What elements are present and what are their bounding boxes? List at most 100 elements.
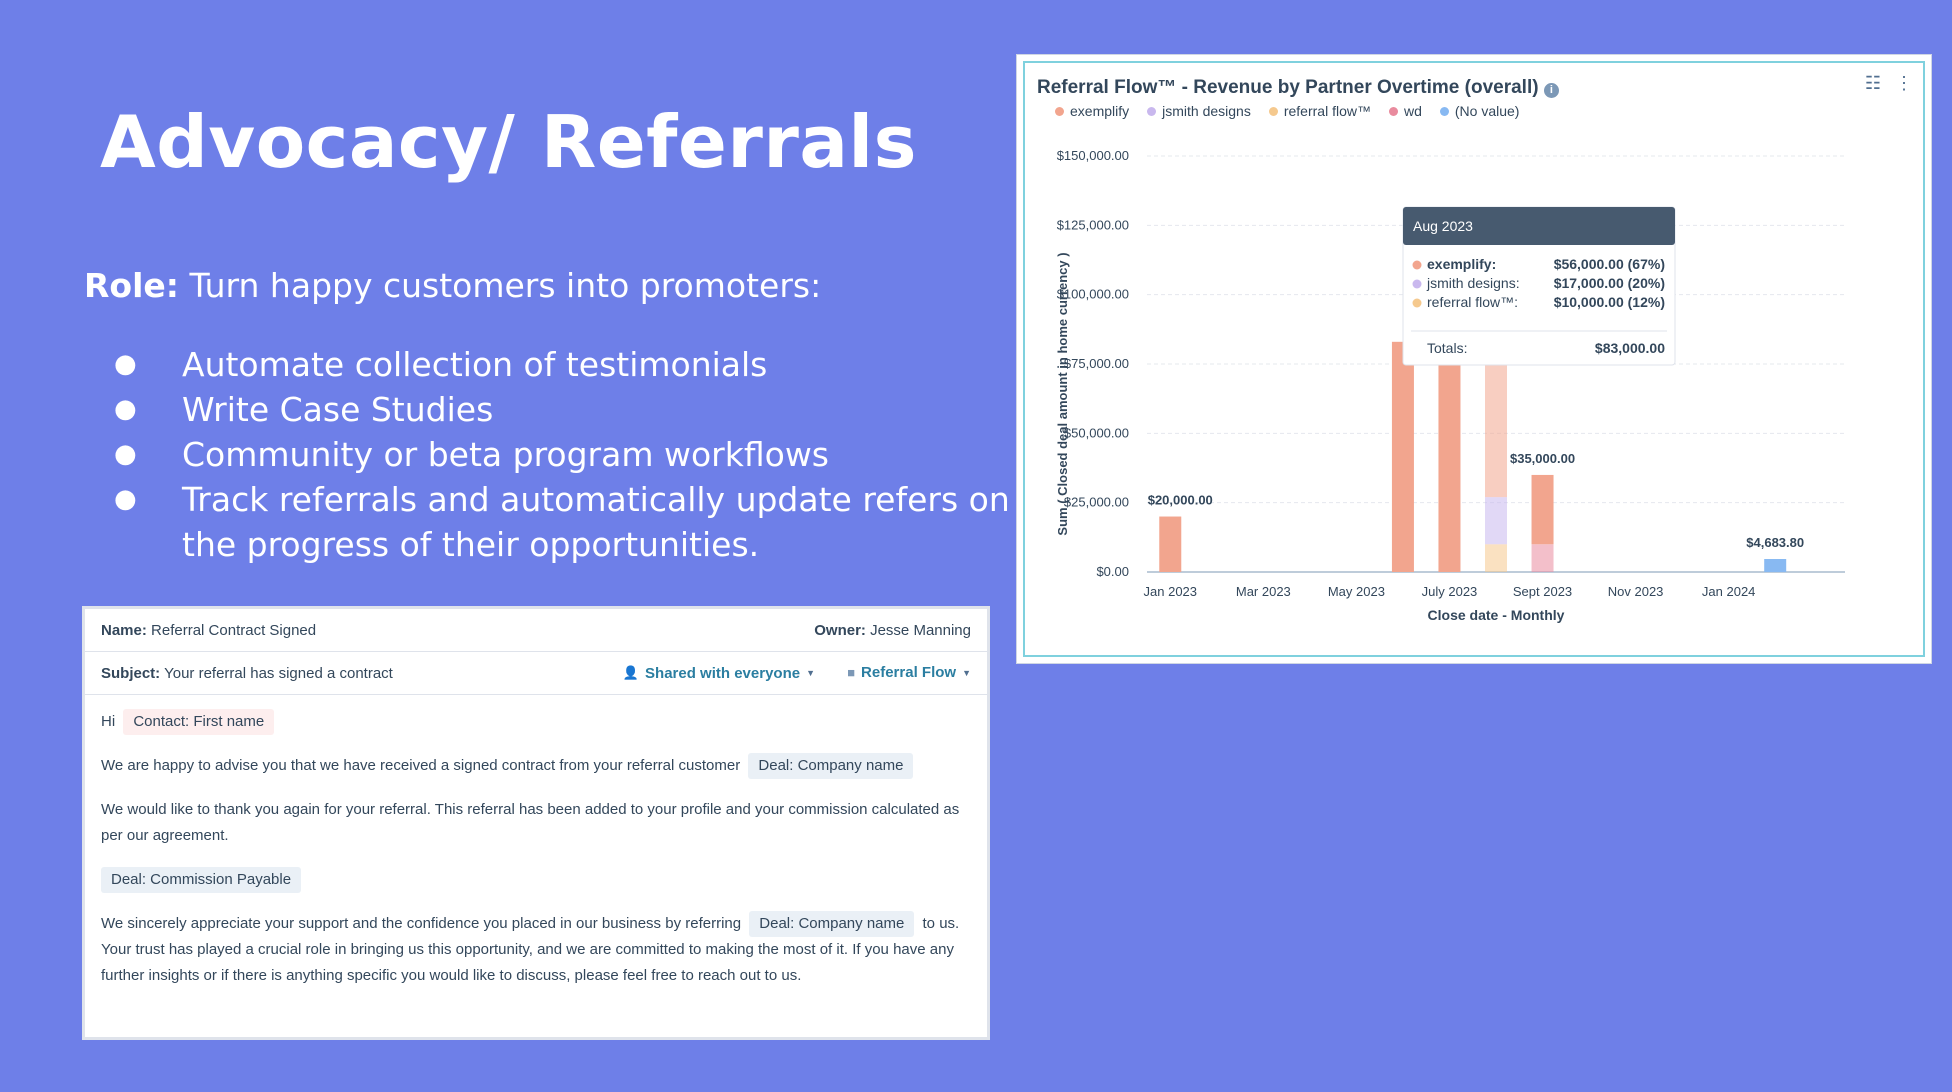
bullet-text: Automate collection of testimonials — [182, 345, 768, 384]
y-tick-label: $50,000.00 — [1064, 425, 1129, 440]
bar-segment — [1485, 497, 1507, 545]
folder-dropdown[interactable]: ■ Referral Flow ▼ — [847, 664, 971, 681]
y-tick-label: $25,000.00 — [1064, 495, 1129, 510]
y-axis-label: Sum ( Closed deal amount in home currenc… — [1055, 252, 1070, 535]
data-label: $35,000.00 — [1510, 451, 1575, 466]
name-label: Name: — [101, 621, 147, 639]
tooltip-swatch — [1412, 279, 1422, 289]
x-tick-label: Sept 2023 — [1513, 584, 1572, 599]
tooltip-value: $17,000.00 (20%) — [1554, 275, 1665, 291]
tooltip-totals-value: $83,000.00 — [1595, 340, 1665, 356]
filter-icon[interactable]: ☷ — [1864, 73, 1881, 93]
legend-swatch — [1388, 106, 1398, 116]
email-body[interactable]: Hi Contact: First name We are happy to a… — [85, 695, 987, 1021]
bullet-text: Track referrals and automatically update… — [182, 480, 1010, 564]
legend-item[interactable]: exemplify — [1055, 103, 1129, 119]
email-template-card: Name: Referral Contract Signed Owner: Je… — [82, 606, 990, 1040]
y-tick-label: $125,000.00 — [1057, 217, 1129, 232]
paragraph-2: We would like to thank you again for you… — [101, 801, 960, 844]
token-company-name[interactable]: Deal: Company name — [748, 753, 914, 779]
greeting: Hi — [101, 713, 116, 730]
chart-tools: ☷ ⋮ — [1865, 73, 1913, 94]
tooltip-swatch — [1412, 298, 1422, 308]
bar-segment — [1764, 559, 1787, 572]
chart-svg: $0.00 $25,000.00 $50,000.00 $75,000.00 $100,… — [1055, 148, 1845, 623]
folder-label: Referral Flow — [861, 664, 957, 682]
chart-title: Referral Flow™ - Revenue by Partner Over… — [1037, 77, 1559, 99]
legend-label: exemplify — [1070, 103, 1130, 119]
bar-segment — [1531, 544, 1554, 572]
token-first-name[interactable]: Contact: First name — [123, 709, 275, 735]
chart-card: Referral Flow™ - Revenue by Partner Over… — [1016, 54, 1932, 664]
tooltip-header — [1403, 207, 1675, 245]
x-tick-label: May 2023 — [1328, 584, 1385, 599]
y-tick-label: $150,000.00 — [1057, 148, 1129, 163]
tooltip-totals-label: Totals: — [1427, 340, 1467, 356]
legend-label: wd — [1403, 103, 1422, 119]
legend-swatch — [1439, 106, 1449, 116]
chart-frame — [1023, 61, 1925, 657]
legend-label: referral flow™ — [1283, 103, 1371, 119]
data-label: $4,683.80 — [1746, 535, 1804, 550]
owner-value[interactable]: Jesse Manning — [870, 621, 971, 639]
paragraph-3-end: to us. Your trust has played a crucial r… — [101, 915, 960, 984]
legend-label: jsmith designs — [1162, 103, 1251, 119]
chart-title-text: Referral Flow™ - Revenue by Partner Over… — [1037, 77, 1539, 98]
list-item: ● Track referrals and automatically updat… — [114, 480, 1010, 564]
bullet-text: Write Case Studies — [182, 390, 494, 429]
bar-segment — [1159, 516, 1182, 572]
x-tick-label: Mar 2023 — [1236, 584, 1291, 599]
subject-value[interactable]: Your referral has signed a contract — [164, 664, 393, 682]
tooltip-value: $56,000.00 (67%) — [1554, 256, 1665, 272]
paragraph-3-start: We sincerely appreciate your support and… — [101, 915, 742, 932]
list-item: ● Automate collection of testimonials — [114, 345, 768, 384]
legend-swatch — [1055, 106, 1064, 116]
x-tick-label: Jan 2023 — [1144, 584, 1198, 599]
x-axis-label: Close date - Monthly — [1428, 607, 1565, 623]
legend-item[interactable]: jsmith designs — [1147, 103, 1251, 119]
email-subject-row: Subject: Your referral has signed a cont… — [85, 652, 987, 695]
legend-swatch — [1147, 106, 1157, 116]
legend-item[interactable]: (No value) — [1439, 103, 1520, 119]
role-text: Turn happy customers into promoters: — [178, 266, 822, 305]
name-value[interactable]: Referral Contract Signed — [151, 621, 317, 639]
bar-segment — [1485, 341, 1507, 498]
tooltip-swatch — [1412, 260, 1422, 270]
tooltip-title: Aug 2023 — [1413, 218, 1473, 234]
chevron-down-icon: ▼ — [962, 667, 971, 678]
y-tick-label: $0.00 — [1096, 564, 1129, 579]
owner-label: Owner: — [814, 621, 866, 639]
legend-item[interactable]: referral flow™ — [1268, 103, 1371, 119]
role-line: Role: Turn happy customers into promoter… — [84, 266, 821, 305]
bullet-list: ● Automate collection of testimonials ● Wr… — [110, 342, 1010, 567]
bar-segment — [1438, 341, 1461, 572]
legend-item[interactable]: wd — [1388, 103, 1422, 119]
subject-label: Subject: — [101, 664, 161, 682]
legend-swatch — [1268, 106, 1278, 116]
tooltip-label: exemplify: — [1427, 256, 1496, 272]
folder-icon: ■ — [847, 665, 856, 681]
x-tick-label: Jan 2024 — [1702, 584, 1756, 599]
paragraph-1: We are happy to advise you that we have … — [101, 757, 741, 774]
shared-dropdown[interactable]: 👤 Shared with everyone ▼ — [623, 665, 815, 682]
x-tick-label: Nov 2023 — [1608, 584, 1664, 599]
slide-title: Advocacy/ Referrals — [100, 100, 917, 184]
more-icon[interactable]: ⋮ — [1895, 73, 1913, 93]
bar-segment — [1531, 474, 1554, 545]
tooltip-label: referral flow™: — [1427, 294, 1518, 310]
y-tick-label: $75,000.00 — [1064, 356, 1129, 371]
token-commission[interactable]: Deal: Commission Payable — [101, 867, 302, 893]
bullet-text: Community or beta program workflows — [182, 435, 829, 474]
token-company-name[interactable]: Deal: Company name — [749, 911, 915, 937]
bar-segment — [1391, 341, 1414, 572]
email-name-row: Name: Referral Contract Signed Owner: Je… — [85, 609, 987, 652]
role-label: Role: — [84, 266, 179, 305]
shared-label: Shared with everyone — [645, 664, 801, 682]
x-tick-label: July 2023 — [1422, 584, 1478, 599]
chevron-down-icon: ▼ — [806, 668, 816, 679]
legend-label: (No value) — [1454, 103, 1520, 119]
tooltip-label: jsmith designs: — [1426, 275, 1520, 291]
list-item: ● Write Case Studies — [114, 390, 494, 429]
y-tick-label: $100,000.00 — [1057, 287, 1129, 302]
info-icon[interactable]: i — [1543, 83, 1559, 98]
